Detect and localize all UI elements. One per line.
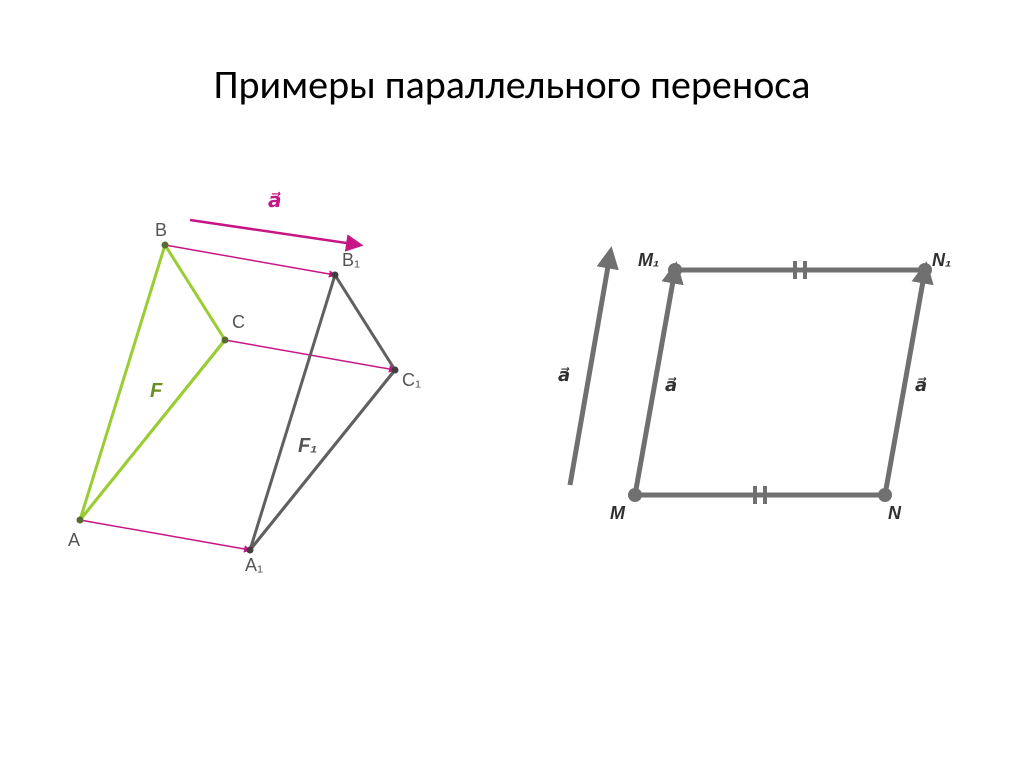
diagram2-svg — [530, 215, 980, 545]
label-vector-a: a⃗ — [268, 188, 282, 213]
label-a-NN1: a⃗ — [915, 375, 927, 396]
label-vector-a2: a⃗ — [558, 365, 570, 386]
label-C1: C₁ — [402, 370, 421, 391]
vector-a-arrow — [190, 220, 360, 245]
diagram-triangle-translation: a⃗ A B C F A₁ B₁ C₁ F₁ — [50, 190, 450, 590]
label-B1: B₁ — [342, 250, 360, 271]
page-title: Примеры параллельного переноса — [0, 60, 1024, 109]
translation-arrow-B — [165, 245, 335, 275]
point-M1 — [668, 263, 682, 277]
point-B1 — [332, 272, 339, 279]
vector-a-standalone — [570, 255, 610, 485]
label-N: N — [888, 503, 901, 524]
label-F1: F₁ — [298, 435, 317, 458]
label-A1: A₁ — [245, 555, 263, 576]
label-N1: N₁ — [932, 250, 951, 271]
point-C — [222, 337, 229, 344]
point-B — [162, 242, 169, 249]
point-N — [878, 488, 892, 502]
point-A — [77, 517, 84, 524]
label-A: A — [68, 530, 80, 551]
label-M: M — [610, 503, 625, 524]
point-C1 — [392, 367, 399, 374]
label-C: C — [232, 312, 245, 333]
label-a-MM1: a⃗ — [665, 375, 677, 396]
label-F: F — [150, 380, 162, 403]
point-M — [628, 488, 642, 502]
translation-arrow-A — [80, 520, 250, 550]
point-A1 — [247, 547, 254, 554]
diagram1-svg — [50, 190, 450, 590]
triangle-F-AC — [80, 340, 225, 520]
triangle-F1-A1C1 — [250, 370, 395, 550]
point-N1 — [918, 263, 932, 277]
label-M1: M₁ — [638, 250, 659, 271]
triangle-F1 — [250, 275, 395, 550]
label-B: B — [155, 220, 167, 241]
diagram-segment-translation: a⃗ M N M₁ N₁ a⃗ a⃗ — [530, 215, 980, 545]
